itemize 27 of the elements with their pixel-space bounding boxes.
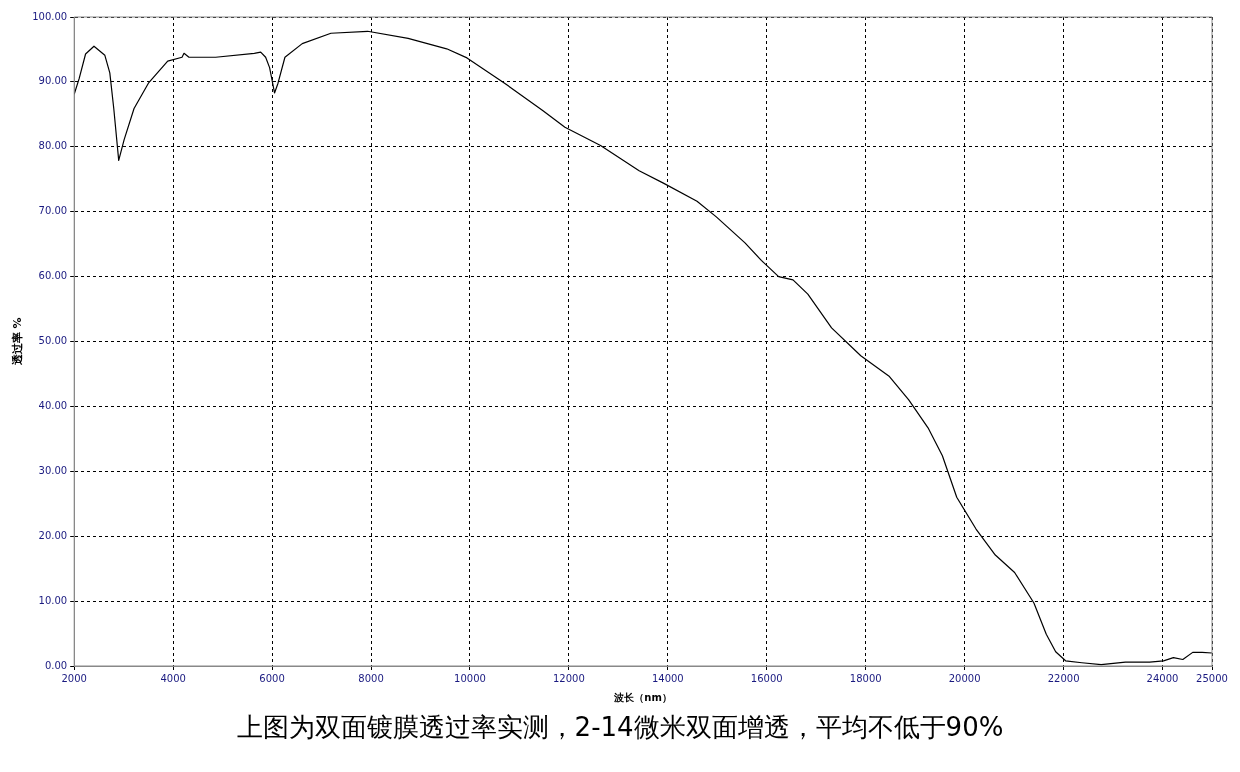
x-tick-label: 12000 bbox=[552, 672, 585, 684]
y-tick-label: 60.00 bbox=[38, 270, 68, 282]
x-tick-label: 14000 bbox=[651, 672, 684, 684]
y-tick-label: 20.00 bbox=[38, 529, 68, 541]
x-tick-label: 25000 bbox=[1196, 672, 1228, 684]
y-axis-title: 透过率 % bbox=[11, 317, 25, 367]
x-axis-title: 波长（nm） bbox=[613, 691, 672, 703]
x-tick-label: 24000 bbox=[1146, 672, 1179, 684]
y-tick-label: 100.00 bbox=[32, 10, 68, 22]
y-tick-label: 30.00 bbox=[38, 464, 68, 476]
y-tick-label: 80.00 bbox=[38, 140, 68, 152]
y-tick-label: 10.00 bbox=[38, 594, 68, 606]
y-tick-label: 40.00 bbox=[38, 399, 68, 411]
x-tick-label: 10000 bbox=[454, 672, 486, 684]
x-tick-label: 2000 bbox=[61, 672, 87, 684]
x-tick-label: 18000 bbox=[849, 672, 882, 684]
text: 上图为双面镀膜透过率实测，2-14微米双面增透，平均不低于90% bbox=[235, 711, 1005, 744]
x-tick-label: 22000 bbox=[1047, 672, 1080, 684]
x-tick-label: 6000 bbox=[259, 672, 285, 684]
x-tick-label: 8000 bbox=[358, 672, 384, 684]
x-tick-label: 16000 bbox=[750, 672, 783, 684]
y-tick-label: 0.00 bbox=[44, 659, 68, 671]
y-tick-label: 50.00 bbox=[38, 335, 68, 347]
x-tick-label: 20000 bbox=[948, 672, 981, 684]
y-tick-label: 90.00 bbox=[38, 75, 68, 87]
x-tick-label: 4000 bbox=[160, 672, 186, 684]
y-tick-label: 70.00 bbox=[38, 205, 68, 217]
